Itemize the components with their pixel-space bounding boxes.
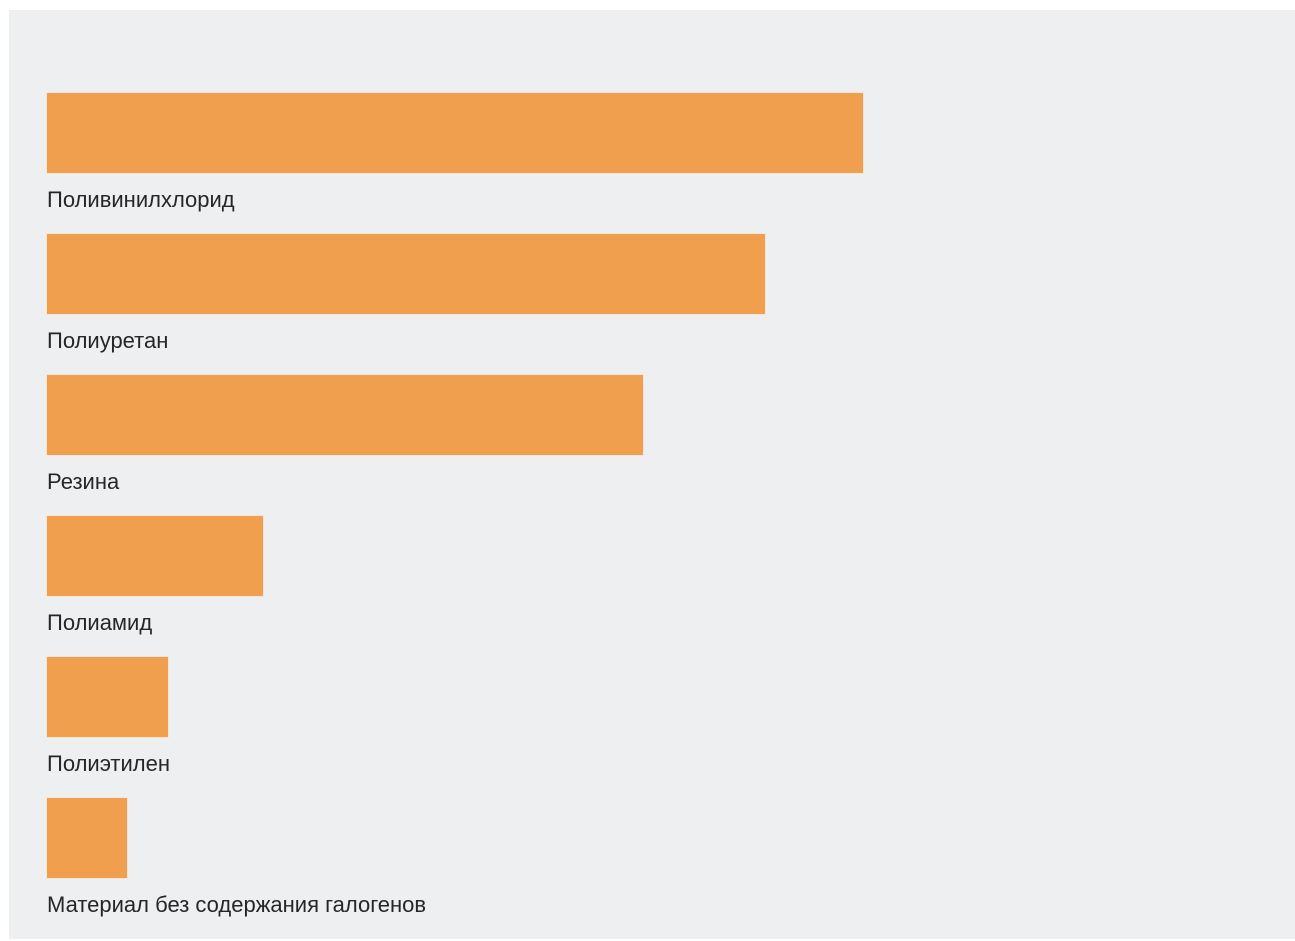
bar-2 [47,234,765,314]
bar-label-1: Поливинилхлорид [47,187,235,212]
bar-label-4: Полиамид [47,610,153,635]
bar-4 [47,516,263,596]
chart-panel: Поливинилхлорид Полиуретан Резина Полиамид П… [9,10,1295,939]
bar-label-3: Резина [47,469,120,494]
bar-5 [47,657,168,737]
bar-chart: Поливинилхлорид Полиуретан Резина Полиамид П… [9,10,1295,939]
bar-1 [47,93,863,173]
bar-label-2: Полиуретан [47,328,169,353]
bar-label-5: Полиэтилен [47,751,171,776]
bar-3 [47,375,643,455]
bar-6 [47,798,127,878]
bar-label-6: Материал без содержания галогенов [47,892,427,917]
